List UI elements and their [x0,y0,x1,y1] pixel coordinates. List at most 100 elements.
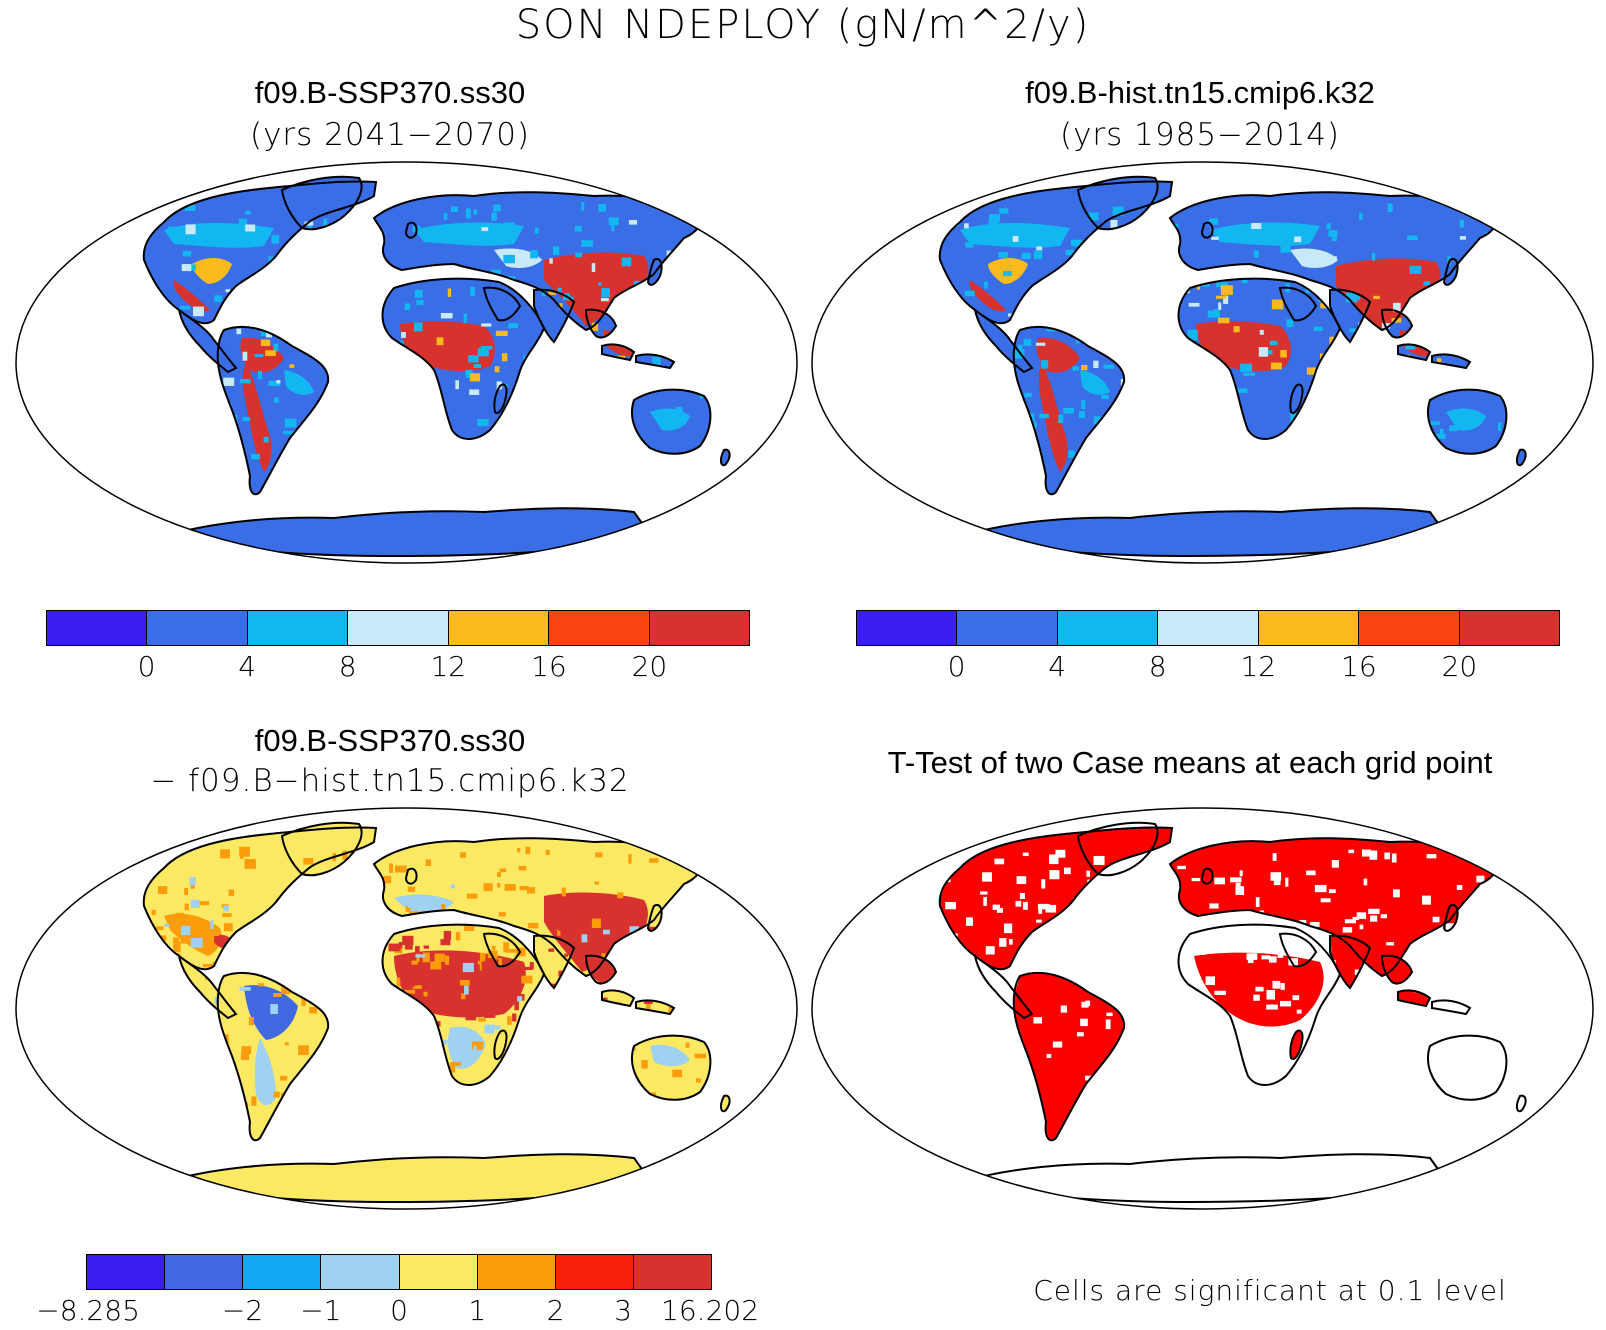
map-cell [407,900,415,908]
map-cell [276,380,281,384]
map-cell [412,985,422,989]
coastline [1076,175,1159,231]
colorbar-tick-label: 20 [1441,650,1478,683]
map-cell [491,945,496,950]
map-cell [611,225,615,232]
map-cell [1268,1039,1274,1049]
panel-tl-subtitle: (yrs 2041−2070) [249,117,531,153]
map-cell [1255,986,1264,992]
map-cell [1427,1054,1437,1060]
map-cell [481,227,489,232]
map-cell [1041,879,1046,889]
map-cell [1320,303,1328,309]
colorbar-swatch [649,611,749,645]
map-cell [1448,1003,1455,1011]
map-cell [581,926,591,935]
map-cell [1036,919,1042,923]
map-cell [1327,256,1337,260]
coastline [482,286,522,322]
map-cell [497,883,501,888]
map-cell [1371,252,1376,261]
map-cell [463,313,467,324]
map-cell [1072,366,1080,371]
map-cell [413,322,423,332]
map-cell [1328,889,1336,894]
coastline [1397,989,1432,1008]
colorbar-swatch [399,1255,478,1289]
colorbar-swatch [165,1255,244,1289]
map-cell [1359,924,1364,930]
map-cell [1093,416,1102,425]
map-cell [503,254,515,264]
map-cell [481,323,492,327]
map-cell [190,899,200,909]
colorbar-tick-label: 0 [390,1294,408,1327]
map-cell [214,295,222,302]
map-cell [1035,342,1046,346]
map-cell [1188,302,1200,307]
coastline [1168,837,1498,978]
colorbar-tick-label: 0 [137,650,156,683]
coastline [719,1094,731,1113]
map-cell [685,1042,690,1048]
coastline [601,989,636,1008]
map-cell [581,934,588,943]
map-cell [1003,271,1012,276]
colorbar-swatch [1258,611,1360,645]
map-cell [1482,858,1494,868]
map-cell [1352,916,1359,921]
map-cell [464,985,469,995]
map-cell [548,291,557,295]
map-cell [396,977,401,987]
map-cell [1320,898,1331,903]
coastline [635,999,676,1016]
map-cell [451,206,458,212]
map-cell [240,855,244,859]
map-cell [574,225,582,232]
map-cell [260,339,271,346]
map-cell [1200,283,1210,287]
land-india [534,289,574,342]
map-cell [1328,230,1338,237]
map-cell [979,891,988,895]
colorbar-tick-label: 2 [546,1294,565,1327]
map-cell [1309,922,1320,927]
land-uk [406,868,417,884]
map-cell [581,202,585,211]
map-cell [239,378,251,384]
colorbar-tick-label: 8 [338,650,357,683]
coastline [1329,288,1372,344]
map-cell [407,886,416,892]
map-cell [1373,295,1380,300]
map-cell [561,887,566,897]
map-cell [1370,915,1378,922]
panel-tr-subtitle: (yrs 1985−2014) [1059,117,1341,153]
land-greenland [282,176,362,230]
map-cell [1500,211,1510,220]
map-cell [260,330,266,337]
map-cell [1276,927,1289,934]
map-cell [503,942,510,953]
map-cell [303,858,314,865]
map-cell [501,353,508,362]
map-cell [1081,399,1086,410]
map-cell [443,930,452,940]
map-cell [508,323,518,329]
map-cell [258,983,264,987]
map-cell [1270,1053,1277,1060]
map-cell [284,1042,289,1046]
map-cell [965,242,974,248]
map-cell [469,373,481,382]
map-cell [388,943,401,952]
map-cell [411,960,418,965]
map-cell [151,909,156,916]
map-cell [523,966,533,971]
map-cell [184,204,196,211]
map-cell [239,846,250,857]
field-region [242,362,272,472]
map-cell [1497,422,1502,431]
map-cell [497,965,509,971]
map-cell [964,290,975,297]
map-cell [436,337,444,346]
map-cell [999,938,1007,947]
